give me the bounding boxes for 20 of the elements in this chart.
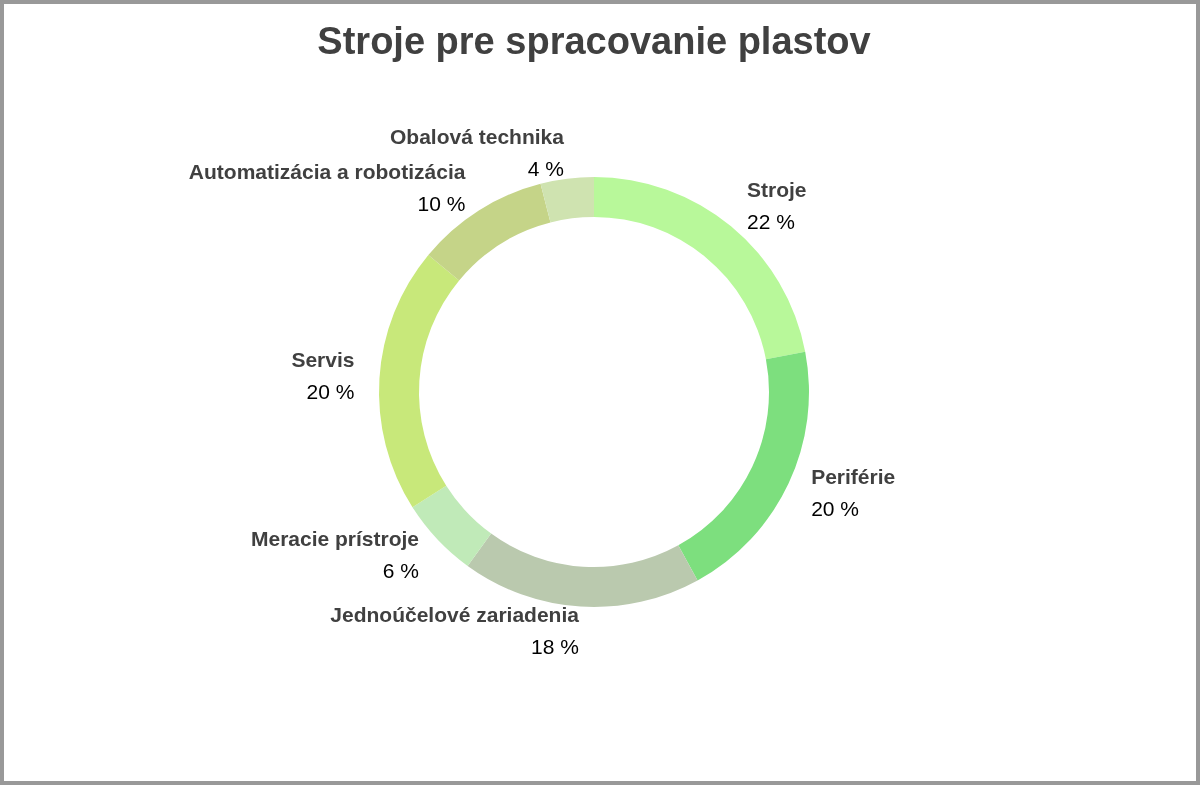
donut-slice — [540, 177, 594, 223]
slice-label: Stroje — [746, 178, 807, 202]
data-label: 22 % — [746, 210, 795, 234]
slice-label: Obalová technika — [390, 124, 565, 148]
slice-label: Servis — [291, 347, 355, 371]
chart-title: Stroje pre spracovanie plastov — [317, 20, 871, 62]
data-label: 6 % — [382, 559, 420, 583]
data-label: 20 % — [811, 497, 860, 521]
data-label: 18 % — [531, 634, 579, 658]
slice-label: Meracie prístroje — [250, 527, 420, 551]
slice-label: Jednoúčelové zariadenia — [330, 602, 580, 626]
donut-slice — [467, 533, 698, 607]
donut-slice — [379, 254, 460, 508]
data-label: 4 % — [527, 156, 564, 180]
slice-label: Automatizácia a robotizácia — [188, 160, 466, 184]
data-label: 10 % — [417, 192, 466, 216]
slice-label: Periférie — [811, 465, 896, 489]
donut-slice — [594, 177, 806, 360]
data-label: 20 % — [306, 379, 355, 403]
donut-slice — [678, 351, 809, 581]
